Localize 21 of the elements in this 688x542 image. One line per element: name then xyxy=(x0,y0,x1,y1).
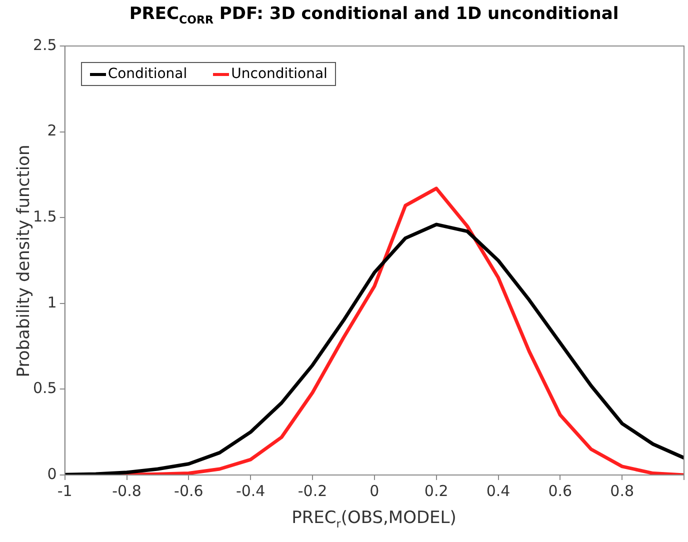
y-tick-label: 0 xyxy=(47,464,57,483)
y-tick-label: 2 xyxy=(47,122,57,140)
x-tick-label: -0.8 xyxy=(112,482,142,500)
chart-title: PREC$_{CORR}$ PDF: 3D conditional and 1D unconditional xyxy=(128,4,620,26)
x-tick-label: 0.8 xyxy=(610,482,634,500)
x-tick-label: 0 xyxy=(370,482,380,500)
y-tick-label: 1 xyxy=(47,293,57,312)
y-tick-label: 1.5 xyxy=(32,207,57,226)
x-tick-label: -0.4 xyxy=(236,482,266,500)
x-tick-label: 0.4 xyxy=(486,482,510,500)
x-tick-label: -1 xyxy=(57,482,72,500)
x-axis-title: PREC$_{r}$(OBS,MODEL) xyxy=(290,508,458,530)
x-tick-label: 0.6 xyxy=(548,482,572,500)
x-tick-label: -0.6 xyxy=(174,482,204,500)
y-axis-title: Probability density function xyxy=(14,144,34,377)
x-tick-label: -0.2 xyxy=(298,482,328,500)
legend-label: Conditional xyxy=(108,66,188,82)
x-tick-label: 0.2 xyxy=(424,482,448,500)
y-tick-label: 0.5 xyxy=(32,379,57,398)
y-tick-label: 2.5 xyxy=(32,36,57,54)
legend-label: Unconditional xyxy=(231,66,328,82)
